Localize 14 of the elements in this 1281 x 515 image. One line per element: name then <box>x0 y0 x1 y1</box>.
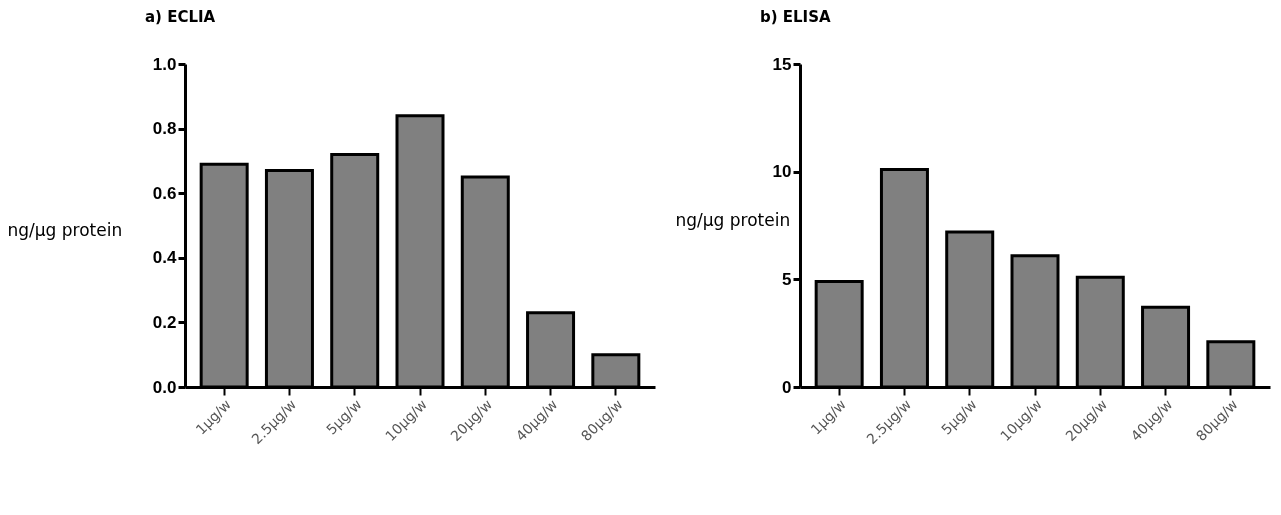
y-tick-label: 0.8 <box>152 119 177 139</box>
y-axis-title: ng/µg protein <box>7 219 123 240</box>
y-tick-label: 0 <box>782 377 792 397</box>
chart-title: a) ECLIA <box>145 8 216 26</box>
y-tick-label: 10 <box>772 162 792 182</box>
y-tick-label: 0.4 <box>152 248 178 268</box>
y-tick-label: 5 <box>782 269 792 289</box>
chart-title: b) ELISA <box>760 8 831 26</box>
y-tick-label: 0.6 <box>152 183 177 203</box>
y-tick-label: 1.0 <box>152 54 177 74</box>
y-tick-label: 15 <box>772 54 792 74</box>
y-axis-title: ng/µg protein <box>675 209 791 230</box>
y-tick-label: 0.2 <box>152 312 177 332</box>
y-tick-label: 0.0 <box>152 377 177 397</box>
